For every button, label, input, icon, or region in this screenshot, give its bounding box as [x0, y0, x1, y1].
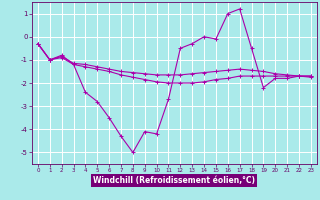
X-axis label: Windchill (Refroidissement éolien,°C): Windchill (Refroidissement éolien,°C) [93, 176, 255, 185]
